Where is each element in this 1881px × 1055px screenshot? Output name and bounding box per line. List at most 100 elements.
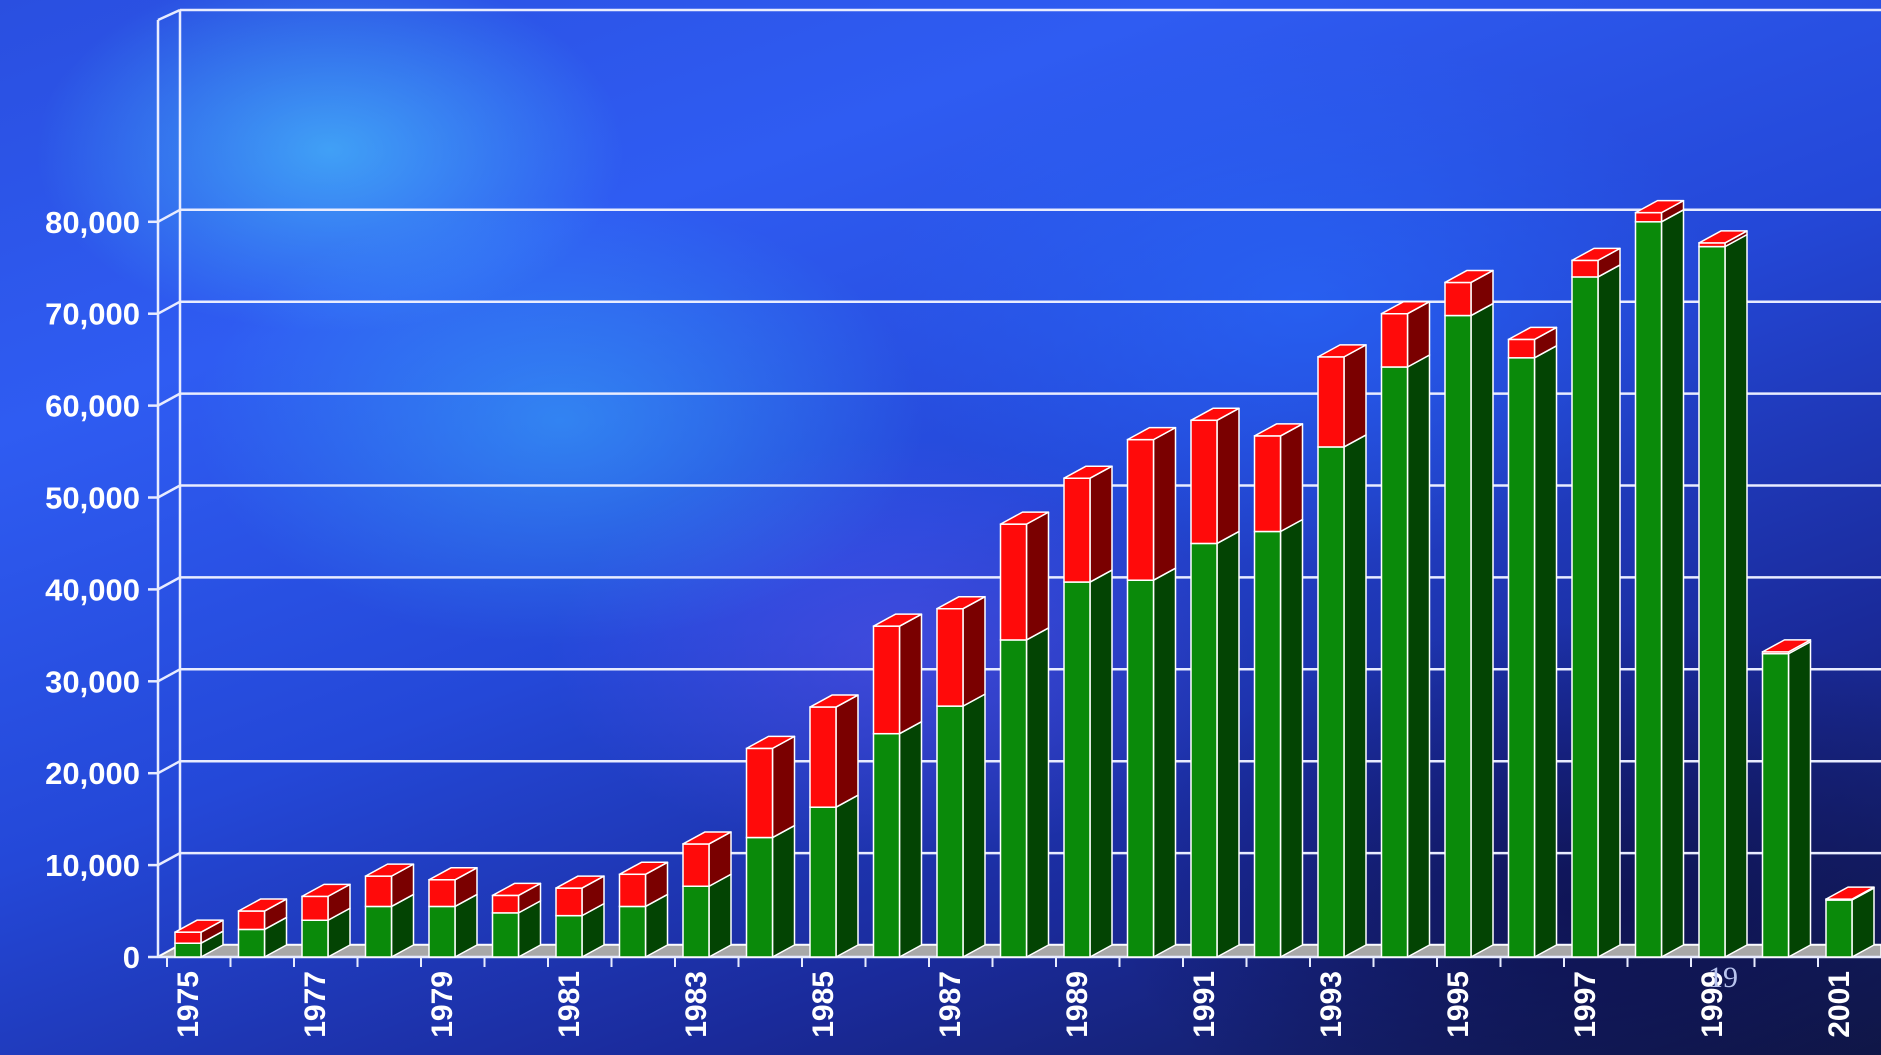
y-tick-label: 80,000 — [45, 205, 140, 240]
bar-side-1989-0 — [1089, 569, 1113, 958]
bar-side-1985-0 — [835, 794, 859, 958]
bar-front-1989-1 — [1063, 477, 1091, 583]
bar-1980 — [491, 882, 542, 958]
bar-side-1984-1 — [771, 735, 796, 839]
bar-front-1992-1 — [1253, 435, 1282, 533]
page-number: 19 — [1708, 961, 1738, 994]
bar-top-1999 — [1698, 230, 1748, 244]
bar-front-1983-1 — [682, 843, 710, 887]
x-tick-label: 1981 — [553, 971, 586, 1038]
bar-front-1985-1 — [809, 706, 837, 808]
y-tick-label: 30,000 — [45, 664, 140, 699]
bar-front-1987-0 — [936, 705, 964, 958]
bar-1977 — [301, 883, 351, 958]
y-tick-label: 40,000 — [45, 572, 140, 607]
bar-top-1983 — [682, 831, 732, 845]
bar-front-1985-0 — [809, 806, 837, 958]
bar-1999 — [1698, 230, 1748, 958]
bar-1995 — [1444, 269, 1494, 958]
bar-front-1995-1 — [1444, 281, 1472, 317]
bar-side-1986-1 — [898, 613, 923, 735]
bar-1997 — [1571, 247, 1621, 958]
bar-top-1992 — [1253, 423, 1304, 437]
bar-side-1988-0 — [1025, 627, 1050, 958]
bar-front-1975-0 — [174, 942, 202, 958]
bar-top-1988 — [999, 511, 1050, 525]
gridline-connector — [157, 852, 181, 867]
bar-top-1981 — [555, 875, 605, 889]
bar-front-1998-1 — [1634, 211, 1663, 223]
bar-front-1996-1 — [1507, 338, 1536, 359]
gridline-connector — [157, 392, 181, 407]
x-tick-label: 1999 — [1696, 971, 1729, 1038]
bar-side-1991-1 — [1216, 407, 1240, 545]
gridline-connector — [157, 576, 181, 591]
bar-1982 — [618, 861, 669, 958]
bar-1994 — [1380, 300, 1431, 958]
bar-front-1981-1 — [555, 887, 583, 917]
x-tick-label: 1989 — [1061, 971, 1094, 1038]
bar-top-1984 — [745, 735, 796, 750]
x-tick-label: 1997 — [1569, 971, 1602, 1038]
bar-side-1997-0 — [1597, 264, 1621, 958]
bar-1976 — [237, 898, 288, 958]
bar-front-1987-1 — [936, 607, 964, 707]
bar-side-1990-1 — [1152, 426, 1177, 581]
bar-front-1992-0 — [1253, 530, 1282, 958]
bar-front-1986-1 — [872, 625, 901, 735]
gridline-connector — [157, 208, 181, 223]
bar-top-2000 — [1761, 639, 1812, 653]
bar-1993 — [1317, 344, 1367, 958]
bar-series — [174, 199, 1875, 958]
bar-side-1998-0 — [1660, 209, 1685, 958]
bar-front-2001-0 — [1825, 899, 1853, 958]
bar-front-1976-0 — [237, 928, 266, 958]
bar-front-1982-1 — [618, 873, 647, 908]
x-tick-label: 1995 — [1442, 971, 1475, 1038]
bar-front-1984-1 — [745, 747, 774, 839]
bar-top-1996 — [1507, 326, 1558, 341]
bar-top-1991 — [1190, 407, 1240, 422]
y-tick-label: 20,000 — [45, 756, 140, 791]
bar-front-1980-1 — [491, 894, 520, 914]
bar-1998 — [1634, 199, 1685, 958]
x-tick-label: 2001 — [1823, 971, 1856, 1038]
bar-1992 — [1253, 423, 1304, 958]
x-tick-label: 1991 — [1188, 971, 1221, 1038]
bar-front-1978-1 — [364, 875, 393, 908]
bar-front-1981-0 — [555, 914, 583, 958]
x-tick-label: 1977 — [299, 971, 332, 1038]
bar-front-1983-0 — [682, 885, 710, 958]
bar-side-1985-1 — [835, 694, 859, 808]
x-axis-tick-labels: 1975 1977 1979 1981 1983 1985 1987 1989 1991 1993… — [166, 957, 1856, 1038]
bar-front-1984-0 — [745, 836, 774, 958]
axis-top-connector — [157, 8, 181, 22]
bar-side-1990-0 — [1152, 567, 1177, 958]
bar-front-1976-1 — [237, 910, 266, 931]
bar-front-1995-0 — [1444, 314, 1472, 958]
bar-top-1979 — [428, 867, 478, 881]
bar-1981 — [555, 875, 605, 958]
x-tick-label: 1975 — [172, 971, 205, 1038]
bar-front-1996-0 — [1507, 357, 1536, 958]
bar-front-1990-1 — [1126, 438, 1155, 581]
gridline-connector — [157, 760, 181, 775]
bar-side-1994-0 — [1406, 354, 1431, 958]
y-tick-label: 60,000 — [45, 389, 140, 424]
bar-2000 — [1761, 639, 1812, 958]
bar-1979 — [428, 867, 478, 958]
gridline-connector — [157, 668, 181, 683]
bar-1991 — [1190, 407, 1240, 958]
bar-front-1980-0 — [491, 912, 520, 958]
bar-top-1982 — [618, 861, 669, 876]
bar-front-1997-0 — [1571, 276, 1599, 958]
bar-side-1984-0 — [771, 824, 796, 958]
bar-top-1975 — [174, 919, 224, 933]
y-tick-label: 70,000 — [45, 297, 140, 332]
bar-side-1991-0 — [1216, 530, 1240, 958]
bar-front-1979-0 — [428, 905, 456, 958]
bar-1978 — [364, 863, 415, 958]
bar-front-1993-1 — [1317, 356, 1345, 448]
bar-top-1985 — [809, 694, 859, 708]
